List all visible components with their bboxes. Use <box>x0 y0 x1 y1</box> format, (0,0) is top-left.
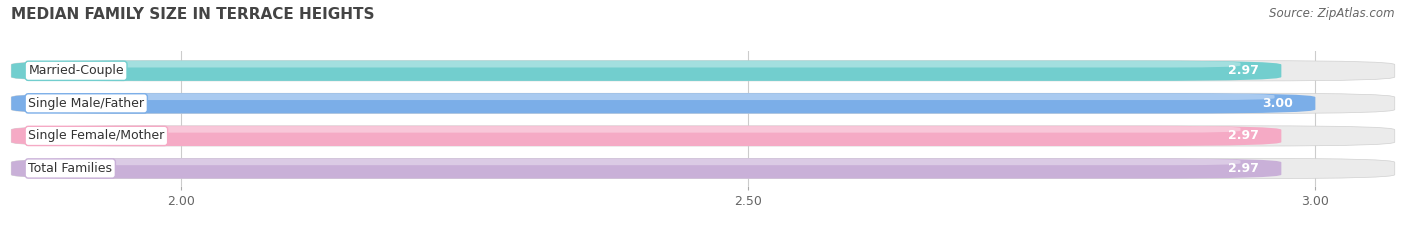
FancyBboxPatch shape <box>11 61 1281 81</box>
FancyBboxPatch shape <box>11 158 1395 178</box>
Text: 2.97: 2.97 <box>1227 64 1258 77</box>
FancyBboxPatch shape <box>11 93 1395 113</box>
Text: 2.97: 2.97 <box>1227 129 1258 142</box>
Text: Married-Couple: Married-Couple <box>28 64 124 77</box>
FancyBboxPatch shape <box>11 61 1395 81</box>
Text: 3.00: 3.00 <box>1261 97 1292 110</box>
FancyBboxPatch shape <box>11 126 1281 146</box>
Text: 2.97: 2.97 <box>1227 162 1258 175</box>
FancyBboxPatch shape <box>52 159 1240 165</box>
Text: Single Female/Mother: Single Female/Mother <box>28 129 165 142</box>
FancyBboxPatch shape <box>11 158 1281 178</box>
FancyBboxPatch shape <box>52 94 1275 100</box>
Text: Source: ZipAtlas.com: Source: ZipAtlas.com <box>1270 7 1395 20</box>
FancyBboxPatch shape <box>11 126 1395 146</box>
FancyBboxPatch shape <box>52 126 1240 133</box>
FancyBboxPatch shape <box>52 61 1240 68</box>
Text: Total Families: Total Families <box>28 162 112 175</box>
Text: Single Male/Father: Single Male/Father <box>28 97 145 110</box>
FancyBboxPatch shape <box>11 93 1316 113</box>
Text: MEDIAN FAMILY SIZE IN TERRACE HEIGHTS: MEDIAN FAMILY SIZE IN TERRACE HEIGHTS <box>11 7 375 22</box>
